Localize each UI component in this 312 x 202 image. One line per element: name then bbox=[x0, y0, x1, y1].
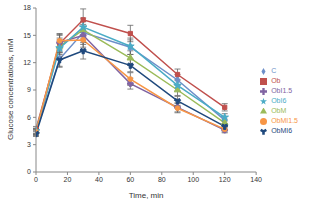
svg-text:40: 40 bbox=[95, 176, 103, 183]
html-text:ObMI1.5: ObMI1.5 bbox=[271, 117, 298, 124]
svg-text:15: 15 bbox=[23, 32, 31, 39]
svg-text:3: 3 bbox=[27, 141, 31, 148]
svg-text:20: 20 bbox=[64, 176, 72, 183]
svg-text:12: 12 bbox=[23, 59, 31, 66]
svg-text:140: 140 bbox=[250, 176, 262, 183]
html-text:C: C bbox=[271, 67, 277, 74]
svg-text:0: 0 bbox=[34, 176, 38, 183]
svg-text:Glucose concentrations, mM: Glucose concentrations, mM bbox=[8, 38, 15, 140]
svg-text:60: 60 bbox=[126, 176, 134, 183]
svg-text:Time, min: Time, min bbox=[129, 191, 164, 200]
svg-text:80: 80 bbox=[158, 176, 166, 183]
html-text:Ob: Ob bbox=[271, 77, 281, 84]
svg-text:6: 6 bbox=[27, 114, 31, 121]
html-text:ObMI6: ObMI6 bbox=[271, 127, 293, 134]
html-text:ObI1.5: ObI1.5 bbox=[271, 87, 293, 94]
svg-text:100: 100 bbox=[187, 176, 199, 183]
svg-text:9: 9 bbox=[27, 86, 31, 93]
html-text:ObM: ObM bbox=[271, 107, 287, 114]
svg-text:0: 0 bbox=[27, 168, 31, 175]
svg-text:18: 18 bbox=[23, 4, 31, 11]
html-text:ObI6: ObI6 bbox=[271, 97, 287, 104]
svg-text:120: 120 bbox=[219, 176, 231, 183]
